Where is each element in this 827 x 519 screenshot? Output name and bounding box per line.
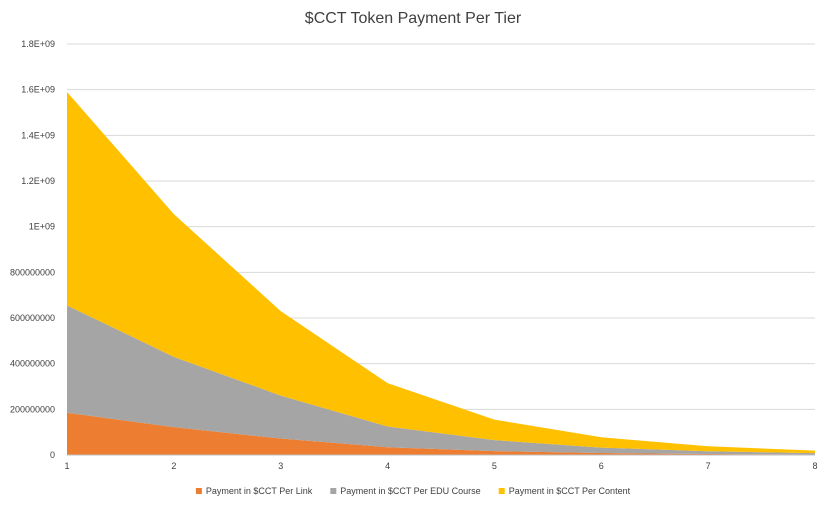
area-series-1 xyxy=(67,412,815,455)
y-tick-label: 200000000 xyxy=(10,404,55,414)
y-tick-label: 600000000 xyxy=(10,313,55,323)
legend-swatch xyxy=(195,488,202,494)
y-tick-label: 0 xyxy=(50,450,55,460)
x-tick-label: 3 xyxy=(278,461,283,471)
x-tick-label: 4 xyxy=(385,461,390,471)
area-series-2 xyxy=(67,305,815,455)
area-series-group xyxy=(67,91,815,455)
x-tick-label: 8 xyxy=(812,461,817,471)
y-axis-tick-labels: 0 200000000 400000000 600000000 800000000 1E+… xyxy=(10,39,55,460)
legend-item-2: Payment in $CCT Per EDU Course xyxy=(330,486,481,496)
x-tick-label: 2 xyxy=(171,461,176,471)
legend-label: Payment in $CCT Per Link xyxy=(206,486,313,496)
y-tick-label: 1.2E+09 xyxy=(21,176,55,186)
legend-item-1: Payment in $CCT Per Link xyxy=(195,486,313,496)
y-tick-label: 1.4E+09 xyxy=(21,130,55,140)
chart-title: $CCT Token Payment Per Tier xyxy=(305,10,522,27)
x-tick-label: 7 xyxy=(706,461,711,471)
y-tick-label: 1E+09 xyxy=(29,222,55,232)
x-tick-label: 6 xyxy=(599,461,604,471)
legend-label: Payment in $CCT Per EDU Course xyxy=(340,486,480,496)
x-tick-label: 1 xyxy=(64,461,69,471)
x-tick-label: 5 xyxy=(492,461,497,471)
y-tick-label: 800000000 xyxy=(10,267,55,277)
legend-label: Payment in $CCT Per Content xyxy=(509,486,631,496)
y-tick-label: 400000000 xyxy=(10,359,55,369)
y-tick-label: 1.6E+09 xyxy=(21,85,55,95)
legend-swatch xyxy=(330,488,337,494)
x-axis-tick-labels: 1 2 3 4 5 6 7 8 xyxy=(64,461,817,471)
legend-swatch xyxy=(498,488,505,494)
area-series-3 xyxy=(67,91,815,454)
legend-item-3: Payment in $CCT Per Content xyxy=(498,486,631,496)
legend: Payment in $CCT Per Link Payment in $CCT … xyxy=(195,486,631,496)
y-tick-label: 1.8E+09 xyxy=(21,39,55,49)
